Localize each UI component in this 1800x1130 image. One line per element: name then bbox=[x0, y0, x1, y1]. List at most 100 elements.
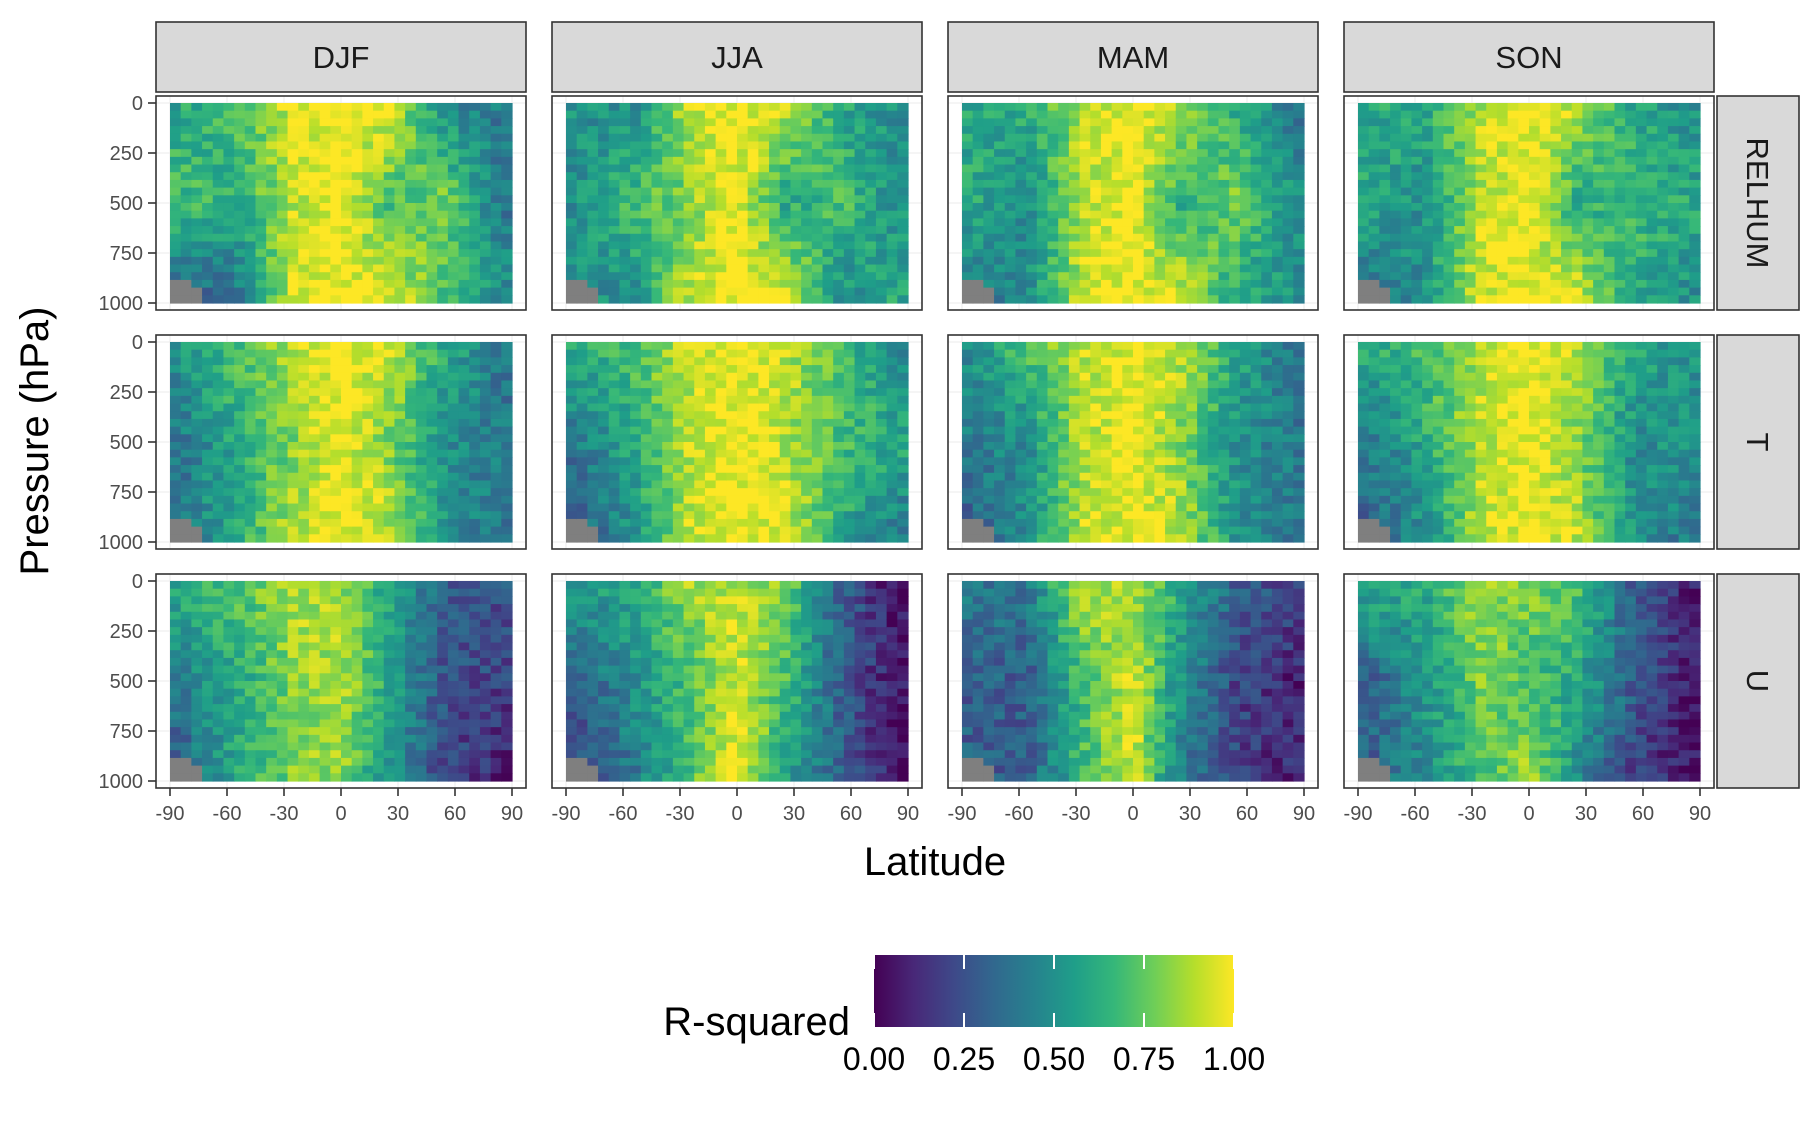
heatmap-cell bbox=[737, 534, 748, 542]
heatmap-cell bbox=[833, 365, 844, 373]
heatmap-cell bbox=[780, 527, 791, 535]
heatmap-cell bbox=[394, 203, 405, 211]
heatmap-cell bbox=[1636, 188, 1647, 196]
heatmap-cell bbox=[394, 288, 405, 296]
heatmap-cell bbox=[1272, 249, 1283, 257]
heatmap-cell bbox=[1657, 103, 1668, 111]
heatmap-cell bbox=[501, 357, 512, 365]
heatmap-cell bbox=[223, 180, 234, 188]
heatmap-cell bbox=[1133, 149, 1144, 157]
heatmap-cell bbox=[170, 157, 181, 165]
heatmap-cell bbox=[823, 427, 834, 435]
heatmap-cell bbox=[609, 126, 620, 134]
heatmap-cell bbox=[469, 241, 480, 249]
heatmap-cell bbox=[587, 457, 598, 465]
heatmap-cell bbox=[673, 396, 684, 404]
heatmap-cell bbox=[309, 373, 320, 381]
heatmap-cell bbox=[394, 265, 405, 273]
heatmap-cell bbox=[256, 534, 267, 542]
heatmap-cell bbox=[769, 272, 780, 280]
heatmap-cell bbox=[652, 234, 663, 242]
heatmap-cell bbox=[726, 195, 737, 203]
heatmap-cell bbox=[501, 280, 512, 288]
heatmap-cell bbox=[833, 195, 844, 203]
heatmap-cell bbox=[1197, 134, 1208, 142]
heatmap-cell bbox=[973, 118, 984, 126]
heatmap-cell bbox=[1550, 272, 1561, 280]
heatmap-cell bbox=[1604, 234, 1615, 242]
heatmap-cell bbox=[737, 396, 748, 404]
heatmap-cell bbox=[448, 465, 459, 473]
heatmap-cell bbox=[598, 534, 609, 542]
heatmap-cell bbox=[1283, 172, 1294, 180]
heatmap-cell bbox=[1154, 295, 1165, 303]
heatmap-cell bbox=[501, 365, 512, 373]
heatmap-cell bbox=[298, 149, 309, 157]
heatmap-cell bbox=[223, 373, 234, 381]
heatmap-cell bbox=[823, 272, 834, 280]
heatmap-cell bbox=[1165, 149, 1176, 157]
heatmap-cell bbox=[737, 126, 748, 134]
heatmap-cell bbox=[298, 457, 309, 465]
heatmap-cell bbox=[1433, 257, 1444, 265]
heatmap-cell bbox=[812, 211, 823, 219]
heatmap-cell bbox=[170, 450, 181, 458]
heatmap-cell bbox=[277, 111, 288, 119]
heatmap-cell bbox=[416, 427, 427, 435]
heatmap-cell bbox=[191, 511, 202, 519]
heatmap-cell bbox=[790, 519, 801, 527]
heatmap-cell bbox=[341, 211, 352, 219]
heatmap-cell bbox=[191, 411, 202, 419]
heatmap-cell bbox=[630, 404, 641, 412]
heatmap-cell bbox=[320, 504, 331, 512]
heatmap-cell bbox=[1090, 165, 1101, 173]
heatmap-cell bbox=[1176, 141, 1187, 149]
heatmap-cell bbox=[726, 457, 737, 465]
heatmap-cell bbox=[1572, 295, 1583, 303]
heatmap-cell bbox=[758, 465, 769, 473]
heatmap-cell bbox=[491, 241, 502, 249]
heatmap-cell bbox=[758, 488, 769, 496]
heatmap-cell bbox=[726, 188, 737, 196]
heatmap-cell bbox=[577, 195, 588, 203]
heatmap-cell bbox=[1433, 111, 1444, 119]
heatmap-cell bbox=[1358, 280, 1369, 288]
heatmap-cell bbox=[427, 411, 438, 419]
heatmap-cell bbox=[1176, 249, 1187, 257]
heatmap-cell bbox=[1582, 188, 1593, 196]
heatmap-cell bbox=[1454, 149, 1465, 157]
heatmap-cell bbox=[812, 342, 823, 350]
heatmap-cell bbox=[1689, 265, 1700, 273]
heatmap-cell bbox=[844, 249, 855, 257]
heatmap-cell bbox=[394, 511, 405, 519]
heatmap-cell bbox=[469, 118, 480, 126]
heatmap-cell bbox=[1283, 118, 1294, 126]
heatmap-cell bbox=[1186, 265, 1197, 273]
heatmap-cell bbox=[416, 134, 427, 142]
heatmap-cell bbox=[630, 457, 641, 465]
heatmap-cell bbox=[748, 188, 759, 196]
heatmap-cell bbox=[362, 265, 373, 273]
heatmap-cell bbox=[801, 480, 812, 488]
heatmap-cell bbox=[1240, 211, 1251, 219]
heatmap-cell bbox=[1048, 234, 1059, 242]
heatmap-cell bbox=[223, 342, 234, 350]
heatmap-cell bbox=[684, 465, 695, 473]
heatmap-cell bbox=[876, 149, 887, 157]
heatmap-cell bbox=[630, 396, 641, 404]
heatmap-cell bbox=[1369, 111, 1380, 119]
heatmap-cells bbox=[566, 103, 909, 304]
heatmap-cell bbox=[1272, 257, 1283, 265]
heatmap-cell bbox=[1048, 103, 1059, 111]
heatmap-cell bbox=[823, 457, 834, 465]
heatmap-cell bbox=[234, 488, 245, 496]
heatmap-cell bbox=[373, 357, 384, 365]
heatmap-cell bbox=[1379, 234, 1390, 242]
heatmap-cell bbox=[737, 519, 748, 527]
heatmap-cell bbox=[309, 103, 320, 111]
heatmap-cell bbox=[1005, 188, 1016, 196]
heatmap-cell bbox=[983, 295, 994, 303]
heatmap-cell bbox=[234, 404, 245, 412]
heatmap-cell bbox=[448, 411, 459, 419]
heatmap-cell bbox=[213, 473, 224, 481]
